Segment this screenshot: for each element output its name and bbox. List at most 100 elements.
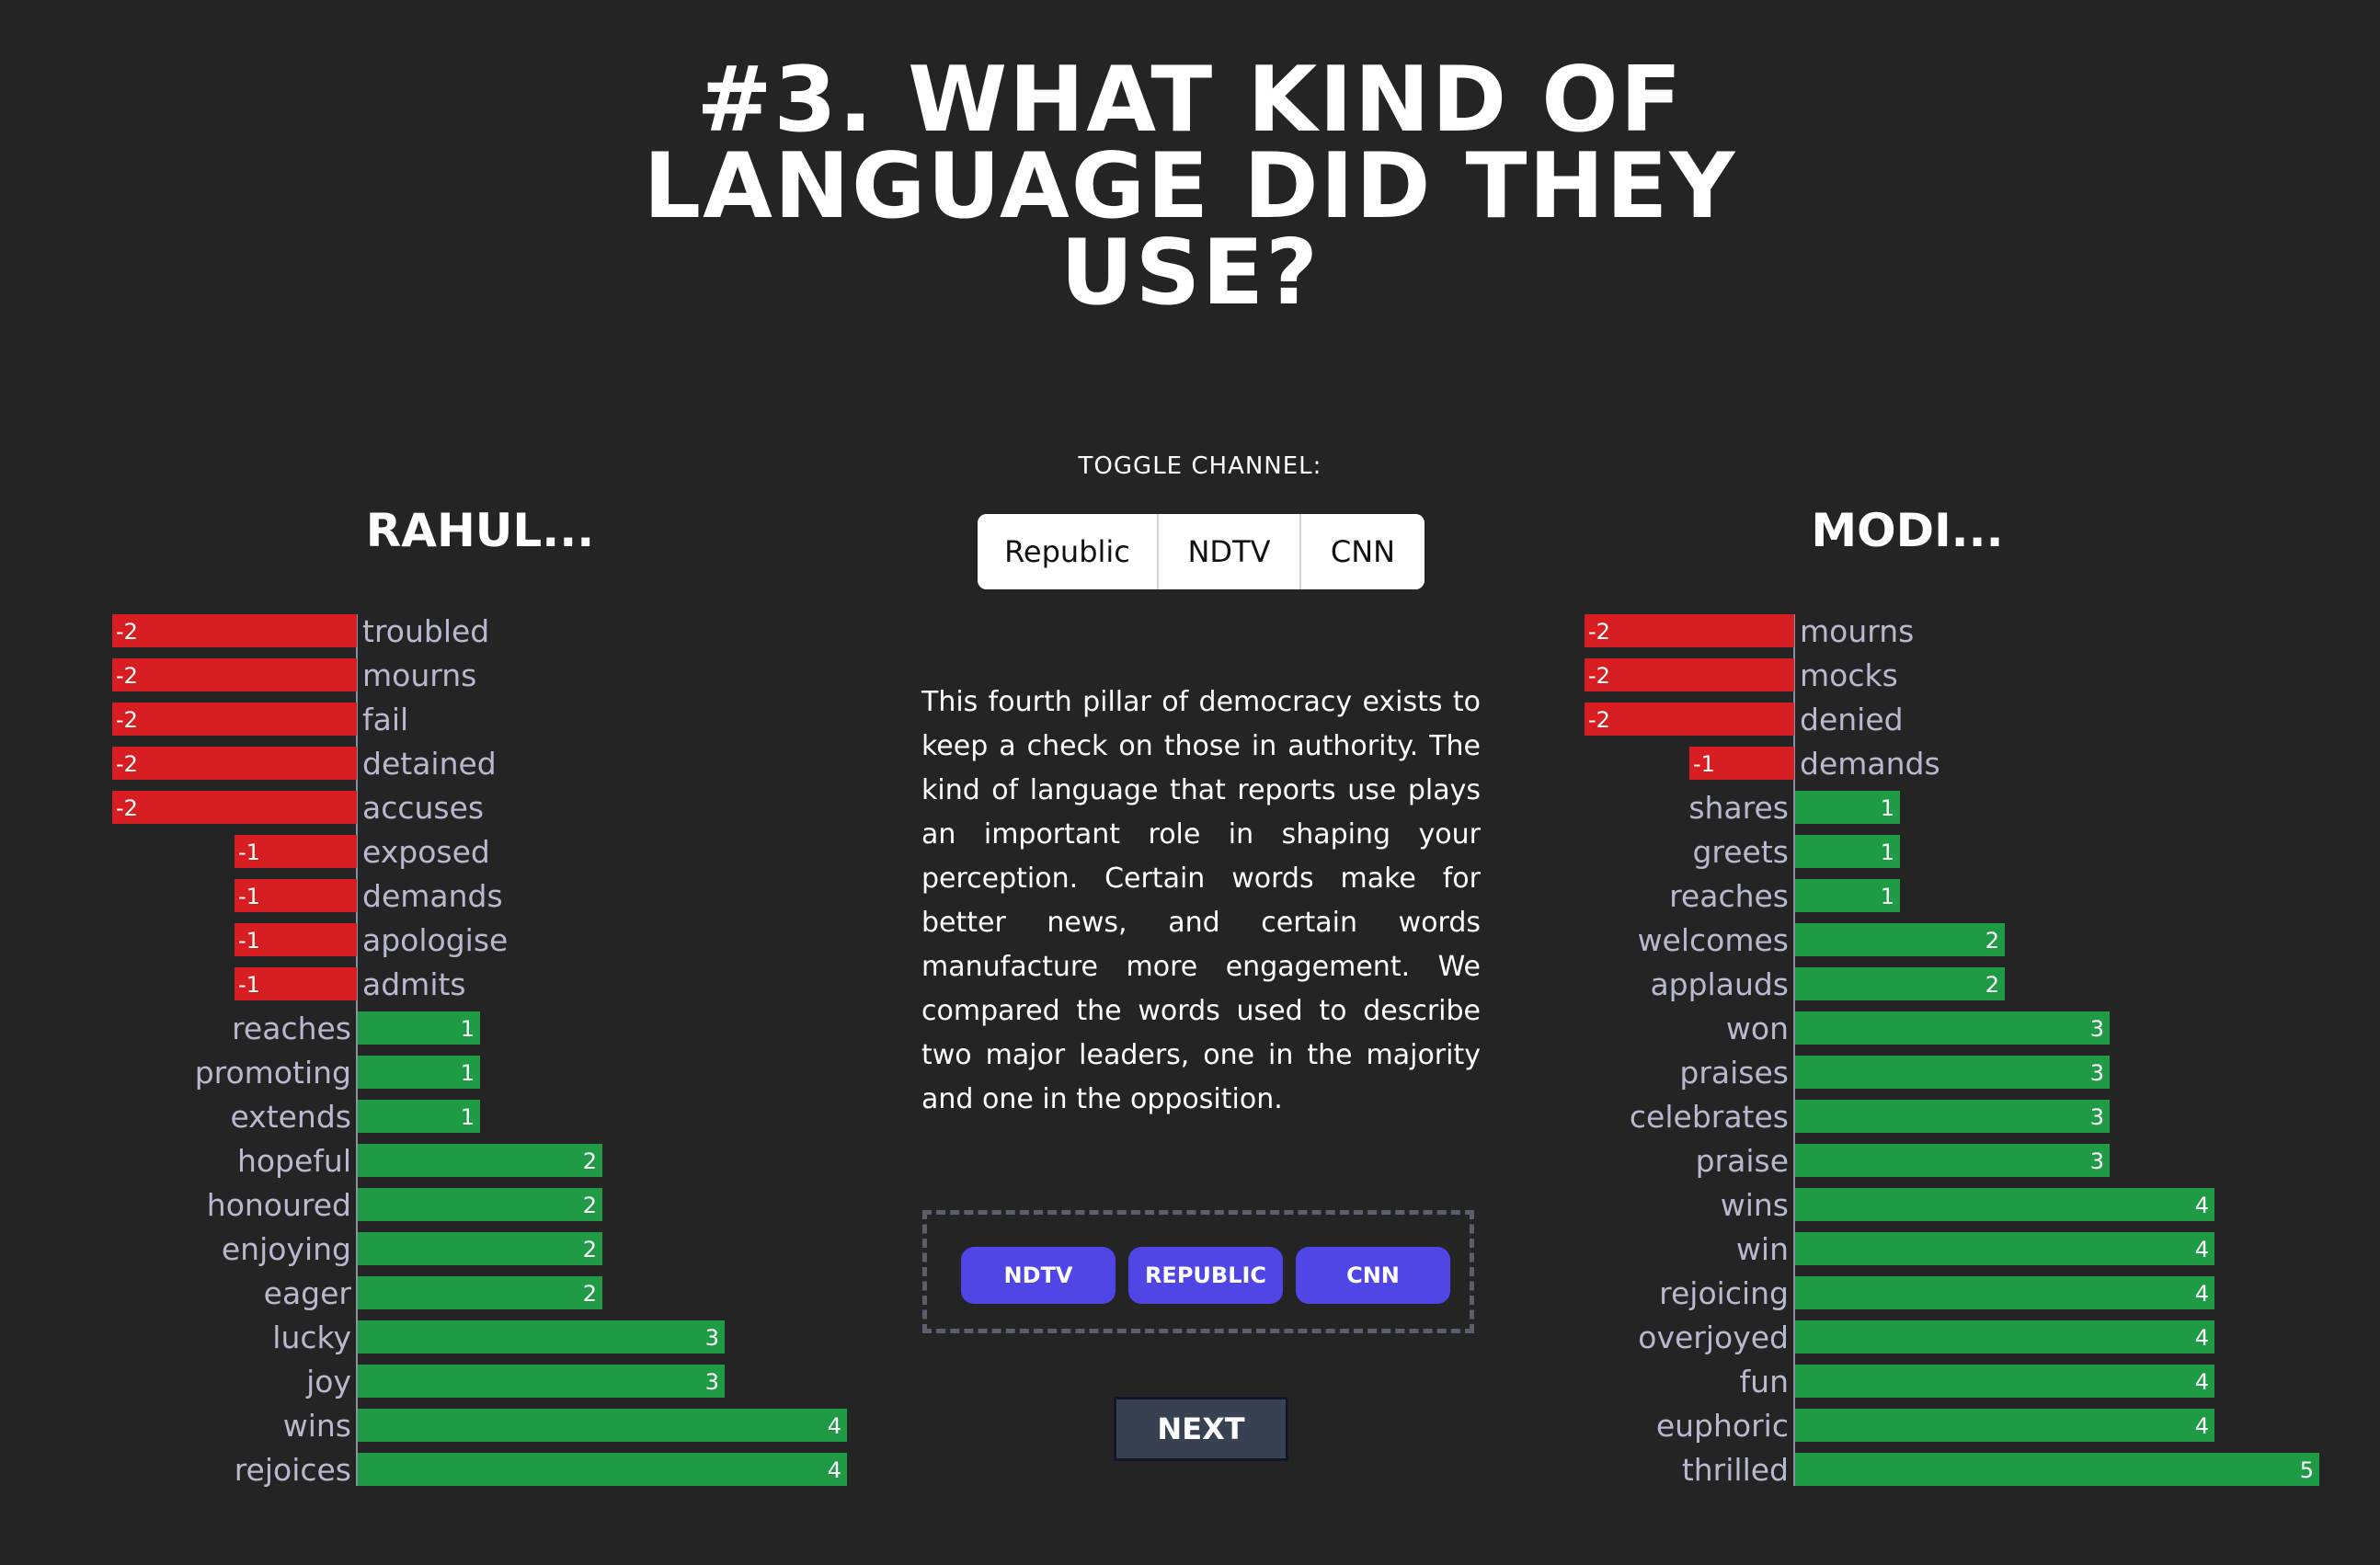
rahul-word-label: eager [264,1275,352,1311]
modi-bar-value-label: 4 [2195,1237,2209,1262]
title-line-2: LANGUAGE DID THEY [643,134,1737,239]
modi-word-label: won [1726,1011,1789,1046]
modi-word-label: celebrates [1630,1099,1789,1135]
modi-bar-value-label: -1 [1693,751,1715,777]
rahul-word-label: admits [362,966,466,1002]
modi-bar [1795,1232,2214,1265]
title-line-3: USE? [1060,221,1320,326]
modi-bar-value-label: -2 [1588,707,1610,733]
rahul-bar-value-label: 1 [461,1104,475,1130]
rahul-bar-value-label: -2 [116,619,138,645]
rahul-bar [235,879,357,912]
modi-word-label: thrilled [1682,1452,1789,1488]
rahul-word-label: joy [305,1364,351,1399]
modi-bar-value-label: -2 [1588,663,1610,689]
modi-bar-value-label: 4 [2195,1325,2209,1351]
rahul-word-label: accuses [362,790,484,826]
rahul-bar-value-label: 2 [583,1148,597,1174]
rahul-word-label: honoured [207,1187,351,1223]
modi-bar [1795,1320,2214,1354]
rahul-bar-value-label: 2 [583,1193,597,1218]
modi-bar-value-label: 2 [1985,972,1999,998]
modi-bar-value-label: 4 [2195,1281,2209,1307]
rahul-bar [112,614,357,647]
rahul-word-label: demands [362,878,503,914]
title-line-1: #3. WHAT KIND OF [696,48,1684,153]
rahul-word-label: promoting [195,1055,351,1091]
next-button[interactable]: NEXT [1114,1397,1288,1461]
modi-bar-value-label: 4 [2195,1369,2209,1395]
rahul-word-label: wins [283,1408,351,1444]
rahul-bar-value-label: -2 [116,707,138,733]
rahul-word-label: detained [362,746,497,782]
rahul-bar [358,1011,480,1045]
rahul-bar-value-label: 4 [828,1457,841,1483]
republic-button[interactable]: REPUBLIC [1128,1247,1283,1304]
rahul-bar [358,1365,725,1398]
rahul-word-label: troubled [362,613,489,649]
rahul-bar [358,1188,602,1221]
modi-bar [1795,967,2005,1000]
modi-word-label: demands [1800,746,1940,782]
source-button-group: NDTV REPUBLIC CNN [922,1210,1474,1333]
modi-bar [1795,1056,2110,1089]
modi-bar [1795,1188,2214,1221]
ndtv-button[interactable]: NDTV [961,1247,1116,1304]
rahul-word-label: lucky [272,1319,351,1355]
rahul-word-label: enjoying [222,1231,351,1267]
modi-bar [1689,747,1794,780]
rahul-word-label: exposed [362,834,490,870]
toggle-cnn-button[interactable]: CNN [1301,514,1425,589]
page-title: #3. WHAT KIND OF LANGUAGE DID THEY USE? [0,48,2380,326]
modi-bar-value-label: 1 [1881,795,1894,821]
modi-bar [1795,923,2005,956]
modi-bar [1795,1365,2214,1398]
modi-bar [1795,1409,2214,1442]
description-text: This fourth pillar of democracy exists t… [921,686,1481,1115]
rahul-bar [112,747,357,780]
modi-bar [1795,835,1900,868]
rahul-word-label: rejoices [235,1452,351,1488]
modi-chart-title: MODI... [1811,504,2004,557]
rahul-word-label: fail [362,702,408,737]
rahul-bar [358,1320,725,1354]
modi-bar [1795,1276,2214,1309]
rahul-bar [358,1276,602,1309]
modi-bar [1795,879,1900,912]
rahul-bar [112,658,357,691]
modi-bar [1795,1011,2110,1045]
modi-bar [1795,1100,2110,1133]
modi-bar-value-label: 1 [1881,840,1894,865]
rahul-bar [358,1100,480,1133]
modi-bar-value-label: 4 [2195,1413,2209,1439]
toggle-channel-label: TOGGLE CHANNEL: [1078,452,1322,480]
rahul-bar [358,1144,602,1177]
rahul-bar-value-label: -1 [238,840,260,865]
rahul-bar [235,835,357,868]
modi-word-label: rejoicing [1659,1275,1789,1311]
modi-word-label: welcomes [1638,922,1789,958]
toggle-republic-button[interactable]: Republic [978,514,1159,589]
modi-word-label: denied [1800,702,1904,737]
rahul-bar-value-label: -1 [238,972,260,998]
rahul-word-label: extends [230,1099,351,1135]
rahul-word-chart: -2 troubled -2 mourns -2 fail -2 detained -2 accu… [112,613,847,1488]
modi-word-label: mocks [1800,657,1898,693]
rahul-bar-value-label: 1 [461,1016,475,1042]
rahul-bar [235,967,357,1000]
channel-toggle: Republic NDTV CNN [978,514,1425,589]
modi-word-label: reaches [1669,878,1789,914]
modi-word-label: win [1736,1231,1789,1267]
rahul-bar-value-label: -2 [116,751,138,777]
modi-bar-value-label: 3 [2090,1060,2104,1086]
modi-word-label: shares [1688,790,1789,826]
rahul-word-label: reaches [232,1011,351,1046]
rahul-bar-value-label: -1 [238,884,260,909]
rahul-bar [358,1453,847,1486]
modi-bar [1585,614,1794,647]
rahul-bar [112,791,357,824]
toggle-ndtv-button[interactable]: NDTV [1159,514,1301,589]
cnn-button[interactable]: CNN [1296,1247,1450,1304]
